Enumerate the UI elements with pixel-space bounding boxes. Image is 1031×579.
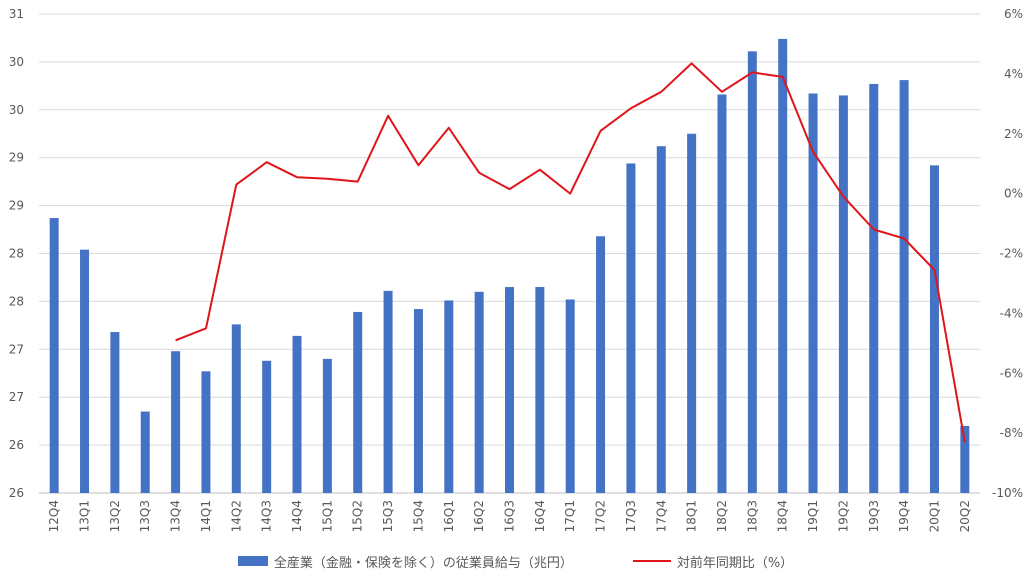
right-tick-label: 4%: [1004, 67, 1023, 81]
right-tick-label: 6%: [1004, 7, 1023, 21]
x-tick-label: 12Q4: [47, 500, 61, 532]
right-tick-label: -4%: [1000, 306, 1023, 320]
chart: 26 26 27 27 28 28 29 29 30 30 31 -10% -8% -6% -4% -2% 0…: [9, 7, 1023, 532]
x-axis-ticks: 12Q4 13Q1 13Q2 13Q3 13Q4 14Q1 14Q2 14Q3 14Q4 15Q1…: [47, 500, 972, 532]
legend-label-bar: 全産業（金融・保険を除く）の従業員給与（兆円）: [273, 555, 573, 571]
legend-swatch-line: [632, 560, 671, 562]
bar: [201, 371, 211, 493]
x-tick-label: 13Q1: [78, 500, 92, 532]
x-tick-label: 14Q3: [260, 500, 274, 532]
x-tick-label: 18Q2: [715, 500, 729, 532]
left-tick-label: 26: [9, 438, 24, 452]
legend-item-bar: 全産業（金融・保険を除く）の従業員給与（兆円）: [237, 552, 573, 571]
x-tick-label: 14Q2: [229, 500, 243, 532]
left-tick-label: 26: [9, 486, 24, 500]
x-tick-label: 16Q4: [533, 500, 547, 532]
bar: [960, 425, 970, 493]
bar: [899, 80, 909, 494]
x-tick-label: 18Q4: [776, 500, 790, 532]
right-axis-ticks: -10% -8% -6% -4% -2% 0% 2% 4% 6%: [992, 7, 1023, 500]
right-tick-label: -6%: [1000, 366, 1023, 380]
bar: [929, 165, 939, 493]
x-tick-label: 15Q2: [351, 500, 365, 532]
bar: [596, 236, 606, 494]
x-tick-label: 13Q4: [169, 500, 183, 532]
bar-series: [49, 38, 970, 494]
bar: [687, 133, 697, 493]
x-tick-label: 16Q2: [472, 500, 486, 532]
x-tick-label: 16Q3: [503, 500, 517, 532]
x-tick-label: 14Q4: [290, 500, 304, 532]
left-axis-ticks: 26 26 27 27 28 28 29 29 30 30 31: [9, 7, 24, 500]
left-tick-label: 31: [9, 7, 24, 21]
left-tick-label: 29: [9, 151, 24, 165]
right-tick-label: -10%: [992, 486, 1023, 500]
bar: [322, 358, 332, 493]
bar: [262, 360, 272, 493]
bar: [140, 411, 150, 493]
bar: [626, 163, 636, 493]
bar: [808, 93, 818, 493]
left-tick-label: 28: [9, 247, 24, 261]
x-tick-label: 14Q1: [199, 500, 213, 532]
x-tick-label: 17Q4: [654, 500, 668, 532]
x-tick-label: 17Q1: [563, 500, 577, 532]
left-tick-label: 29: [9, 199, 24, 213]
bar: [474, 291, 484, 493]
bar: [231, 324, 241, 493]
right-tick-label: 2%: [1004, 127, 1023, 141]
bar: [869, 83, 879, 494]
x-tick-label: 16Q1: [442, 500, 456, 532]
series-line: [175, 62, 966, 443]
right-tick-label: -8%: [1000, 426, 1023, 440]
left-tick-label: 27: [9, 342, 24, 356]
right-tick-label: 0%: [1004, 187, 1023, 201]
bar: [80, 249, 90, 493]
x-tick-label: 19Q4: [897, 500, 911, 532]
x-tick-label: 17Q2: [594, 500, 608, 532]
x-tick-label: 19Q2: [836, 500, 850, 532]
bar: [49, 218, 59, 493]
bar: [383, 290, 393, 493]
bar: [171, 351, 181, 493]
x-tick-label: 19Q3: [867, 500, 881, 532]
x-tick-label: 17Q3: [624, 500, 638, 532]
bar: [110, 332, 120, 493]
x-tick-label: 18Q1: [685, 500, 699, 532]
legend: 全産業（金融・保険を除く）の従業員給与（兆円） 対前年同期比（%）: [0, 548, 1031, 574]
bar: [413, 309, 423, 493]
bar: [353, 311, 363, 493]
bar: [535, 287, 545, 493]
x-tick-label: 20Q2: [958, 500, 972, 532]
left-tick-label: 30: [9, 55, 24, 69]
x-tick-label: 15Q3: [381, 500, 395, 532]
x-tick-label: 15Q4: [411, 500, 425, 532]
bar: [656, 146, 666, 494]
bar: [717, 94, 727, 494]
x-tick-label: 18Q3: [745, 500, 759, 532]
bar: [444, 300, 454, 493]
legend-swatch-bar: [237, 556, 268, 566]
bar: [292, 335, 302, 493]
line-series: [175, 62, 966, 443]
left-tick-label: 30: [9, 103, 24, 117]
legend-item-line: 対前年同期比（%）: [632, 552, 794, 571]
x-tick-label: 13Q2: [108, 500, 122, 532]
left-tick-label: 28: [9, 294, 24, 308]
x-tick-label: 15Q1: [320, 500, 334, 532]
x-tick-label: 13Q3: [138, 500, 152, 532]
bar: [565, 299, 575, 493]
bar: [747, 51, 757, 493]
left-tick-label: 27: [9, 390, 24, 404]
legend-label-line: 対前年同期比（%）: [676, 555, 794, 571]
x-tick-label: 20Q1: [927, 500, 941, 532]
bar: [838, 95, 848, 494]
right-tick-label: -2%: [1000, 247, 1023, 261]
bar: [778, 38, 788, 494]
x-tick-label: 19Q1: [806, 500, 820, 532]
bar: [505, 287, 514, 493]
